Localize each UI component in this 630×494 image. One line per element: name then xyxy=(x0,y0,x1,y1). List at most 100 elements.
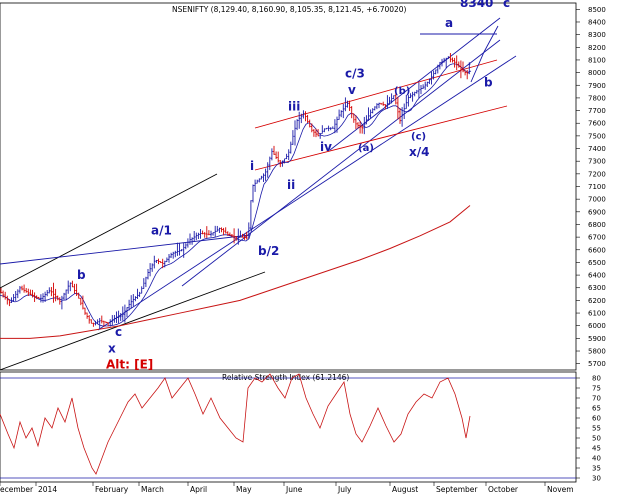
rsi-tick-label: 40 xyxy=(592,455,601,463)
ohlc-bar xyxy=(249,200,252,230)
price-tick-label: 5800 xyxy=(588,348,606,356)
ohlc-bar xyxy=(407,95,410,107)
rsi-tick-label: 70 xyxy=(592,395,601,403)
wave-label: (a) xyxy=(358,143,374,154)
ohlc-bar xyxy=(296,119,299,131)
ohlc-bar xyxy=(401,107,404,127)
ohlc-bar xyxy=(153,255,156,269)
month-label: February xyxy=(95,485,129,494)
month-label: Novem xyxy=(547,485,574,494)
ohlc-bar xyxy=(77,292,80,299)
ohlc-bar xyxy=(291,130,294,145)
chart-title: NSENIFTY (8,129.40, 8,160.90, 8,105.35, … xyxy=(172,5,407,14)
price-tick-label: 8300 xyxy=(588,31,606,39)
ohlc-bar xyxy=(88,315,91,324)
ohlc-bar xyxy=(281,160,284,167)
ohlc-bar xyxy=(58,297,61,305)
ohlc-bar xyxy=(191,237,194,245)
rsi-tick-label: 65 xyxy=(592,405,601,413)
ohlc-bar xyxy=(16,289,19,299)
wave-label: i xyxy=(250,159,254,173)
wave-label: a xyxy=(445,16,453,30)
rsi-tick-label: 45 xyxy=(592,445,601,453)
ohlc-bar xyxy=(252,184,254,203)
month-label: 2014 xyxy=(38,485,57,494)
ohlc-bar xyxy=(405,94,408,110)
ohlc-bar xyxy=(222,227,225,236)
month-label: August xyxy=(392,485,418,494)
ohlc-bar xyxy=(359,120,362,134)
ohlc-bar xyxy=(340,110,343,118)
ohlc-bar xyxy=(321,125,324,134)
ohlc-bar xyxy=(459,60,462,79)
ohlc-bar xyxy=(96,319,99,325)
ohlc-bar xyxy=(312,129,315,137)
ohlc-bar xyxy=(403,103,406,120)
price-tick-label: 6400 xyxy=(588,272,606,280)
month-label: July xyxy=(337,485,352,494)
rsi-tick-label: 60 xyxy=(592,415,601,423)
price-tick-label: 7000 xyxy=(588,196,606,204)
ohlc-bar xyxy=(354,115,357,130)
ohlc-bar xyxy=(298,111,301,129)
ohlc-bar xyxy=(67,280,70,294)
ohlc-bar xyxy=(365,115,368,125)
wave-label: b/2 xyxy=(258,244,279,258)
ohlc-bar xyxy=(294,120,296,146)
ohlc-bar xyxy=(134,296,137,302)
ohlc-bar xyxy=(21,285,23,291)
wave-label: iii xyxy=(288,100,300,114)
ohlc-bar xyxy=(357,122,359,129)
ohlc-bar xyxy=(189,233,191,245)
trend-lines xyxy=(0,17,517,371)
ohlc-bar xyxy=(449,53,452,63)
ohlc-bar xyxy=(65,289,68,301)
ohlc-bar xyxy=(140,286,143,294)
ohlc-bar xyxy=(367,107,370,121)
ohlc-bar xyxy=(119,313,122,322)
ohlc-bar xyxy=(147,269,149,280)
ohlc-bar xyxy=(258,178,261,183)
ohlc-bar xyxy=(159,261,162,263)
rsi-tick-label: 80 xyxy=(592,375,601,383)
ohlc-bar xyxy=(302,110,305,119)
ohlc-bar xyxy=(86,312,89,319)
ohlc-bar xyxy=(224,227,227,234)
ohlc-bar xyxy=(342,104,345,119)
price-tick-label: 7400 xyxy=(588,145,606,153)
ohlc-bar xyxy=(239,230,242,238)
price-tick-label: 6800 xyxy=(588,221,606,229)
ohlc-bar xyxy=(138,291,141,297)
ohlc-bar xyxy=(424,81,427,90)
ohlc-bar xyxy=(245,231,248,240)
ohlc-bar xyxy=(396,96,399,120)
ohlc-bar xyxy=(109,319,112,327)
price-tick-label: 8000 xyxy=(588,69,606,77)
price-tick-label: 7100 xyxy=(588,183,606,191)
ohlc-bar xyxy=(226,231,229,236)
ohlc-bar xyxy=(207,230,210,236)
rsi-tick-label: 55 xyxy=(592,425,601,433)
wave-label: x/4 xyxy=(409,145,429,159)
ohlc-bar xyxy=(216,225,219,232)
ohlc-bar xyxy=(409,93,412,99)
ohlc-bar xyxy=(31,289,34,298)
price-tick-label: 7300 xyxy=(588,158,606,166)
ohlc-bar xyxy=(94,320,97,326)
ohlc-bar xyxy=(386,95,389,109)
ohlc-bar xyxy=(432,70,435,80)
ohlc-bar xyxy=(79,297,82,306)
price-tick-label: 8200 xyxy=(588,44,606,52)
price-tick-label: 6000 xyxy=(588,322,606,330)
ohlc-bar xyxy=(220,227,223,233)
ohlc-bar xyxy=(84,307,86,315)
ohlc-bar xyxy=(262,173,265,183)
ohlc-bar xyxy=(48,287,51,294)
ohlc-bar xyxy=(56,295,59,301)
ohlc-bar xyxy=(126,307,128,318)
ohlc-bar xyxy=(113,314,116,323)
ohlc-bar xyxy=(323,128,326,133)
ohlc-bar xyxy=(231,234,233,238)
ohlc-bar xyxy=(151,263,154,272)
